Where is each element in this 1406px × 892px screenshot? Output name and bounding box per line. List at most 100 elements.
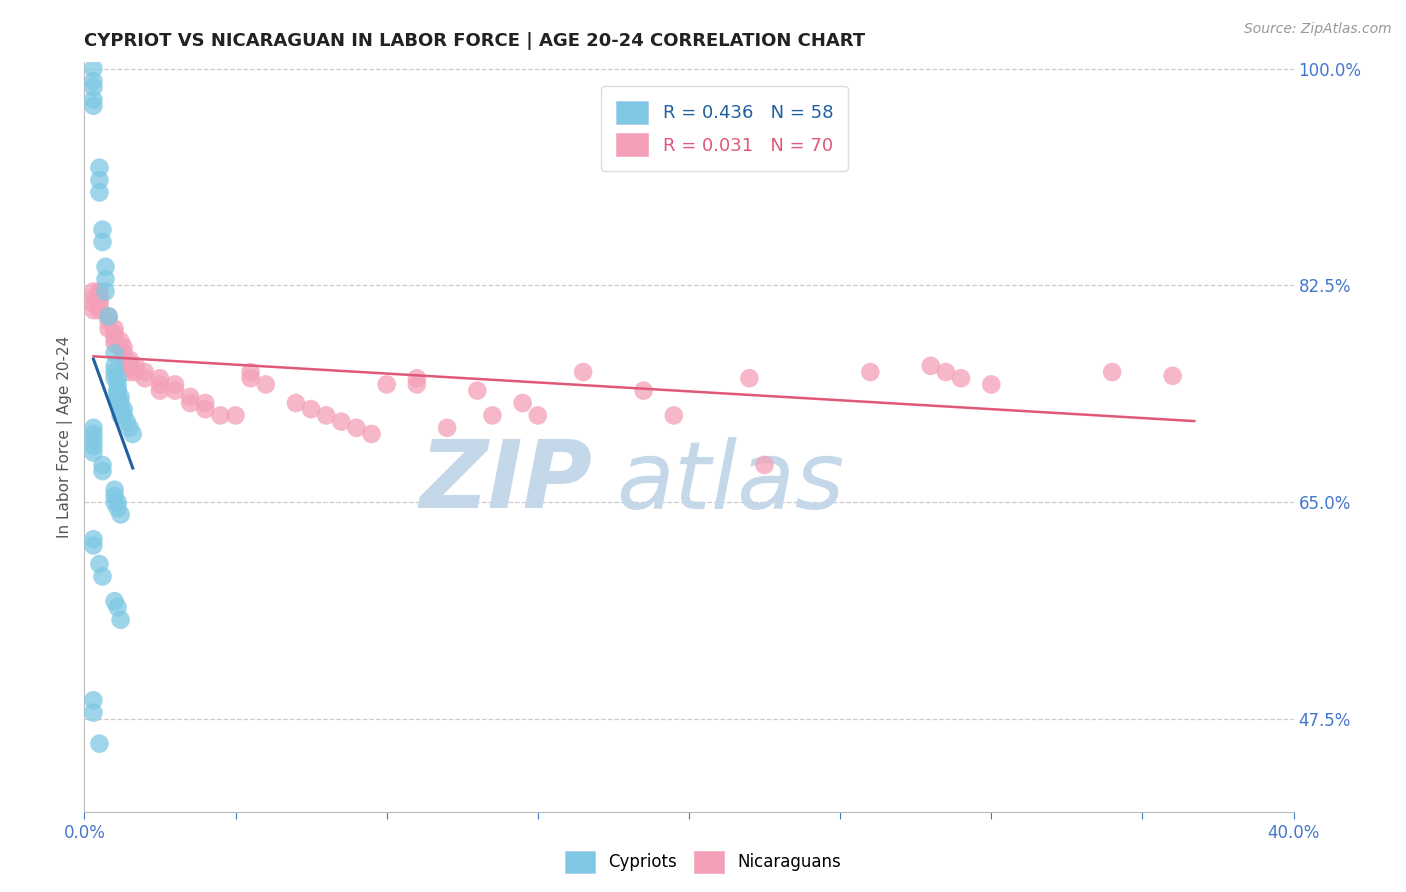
Point: [110, 508, 132, 522]
Point: [94, 285, 117, 299]
Point: [89, 186, 111, 200]
Point: [121, 427, 143, 442]
Point: [82, 533, 104, 547]
Point: [406, 371, 429, 385]
Point: [82, 297, 104, 311]
Y-axis label: In Labor Force | Age 20-24: In Labor Force | Age 20-24: [58, 336, 73, 538]
Point: [1101, 365, 1123, 379]
Point: [1161, 368, 1184, 383]
Point: [254, 377, 277, 392]
Point: [110, 334, 132, 348]
Point: [110, 402, 132, 417]
Point: [110, 390, 132, 404]
Point: [118, 356, 141, 370]
Point: [91, 235, 114, 249]
Point: [149, 384, 172, 398]
Point: [82, 706, 104, 720]
Point: [481, 409, 503, 423]
Point: [89, 294, 111, 309]
Point: [375, 377, 398, 392]
Point: [89, 557, 111, 571]
Point: [346, 421, 368, 435]
Point: [859, 365, 882, 379]
Point: [89, 161, 111, 175]
Point: [82, 80, 104, 95]
Point: [104, 336, 127, 351]
Point: [572, 365, 595, 379]
Point: [920, 359, 942, 373]
Text: ZIP: ZIP: [419, 436, 592, 528]
Point: [112, 340, 135, 354]
Point: [112, 402, 135, 417]
Point: [112, 346, 135, 360]
Point: [104, 365, 127, 379]
Point: [225, 409, 247, 423]
Point: [467, 384, 489, 398]
Point: [194, 402, 217, 417]
Point: [436, 421, 458, 435]
Point: [89, 173, 111, 187]
Point: [107, 371, 129, 385]
Point: [165, 377, 187, 392]
Point: [118, 421, 141, 435]
Point: [104, 332, 127, 346]
Point: [112, 352, 135, 367]
Point: [107, 396, 129, 410]
Point: [104, 322, 127, 336]
Point: [94, 260, 117, 274]
Point: [179, 390, 201, 404]
Point: [107, 495, 129, 509]
Point: [91, 222, 114, 236]
Point: [299, 402, 322, 417]
Point: [82, 303, 104, 318]
Point: [110, 340, 132, 354]
Point: [89, 300, 111, 314]
Text: CYPRIOT VS NICARAGUAN IN LABOR FORCE | AGE 20-24 CORRELATION CHART: CYPRIOT VS NICARAGUAN IN LABOR FORCE | A…: [84, 32, 866, 50]
Point: [950, 371, 973, 385]
Point: [107, 501, 129, 516]
Point: [104, 483, 127, 497]
Point: [91, 464, 114, 478]
Point: [527, 409, 550, 423]
Point: [107, 377, 129, 392]
Point: [107, 600, 129, 615]
Point: [104, 346, 127, 360]
Point: [89, 287, 111, 301]
Point: [194, 396, 217, 410]
Point: [82, 421, 104, 435]
Point: [97, 310, 120, 324]
Point: [82, 693, 104, 707]
Point: [82, 62, 104, 76]
Point: [209, 409, 232, 423]
Point: [82, 74, 104, 88]
Point: [754, 458, 776, 472]
Point: [82, 538, 104, 552]
Point: [89, 285, 111, 299]
Point: [118, 361, 141, 376]
Point: [118, 352, 141, 367]
Point: [91, 458, 114, 472]
Point: [107, 390, 129, 404]
Point: [115, 415, 138, 429]
Point: [935, 365, 957, 379]
Point: [149, 377, 172, 392]
Point: [179, 396, 201, 410]
Point: [239, 371, 262, 385]
Point: [82, 93, 104, 107]
Point: [104, 371, 127, 385]
Point: [330, 415, 353, 429]
Point: [633, 384, 655, 398]
Point: [285, 396, 308, 410]
Point: [97, 310, 120, 324]
Point: [82, 99, 104, 113]
Point: [315, 409, 337, 423]
Point: [112, 409, 135, 423]
Point: [125, 359, 148, 373]
Point: [104, 594, 127, 608]
Point: [82, 445, 104, 459]
Text: atlas: atlas: [616, 436, 845, 527]
Point: [125, 365, 148, 379]
Point: [82, 427, 104, 442]
Point: [104, 359, 127, 373]
Point: [110, 613, 132, 627]
